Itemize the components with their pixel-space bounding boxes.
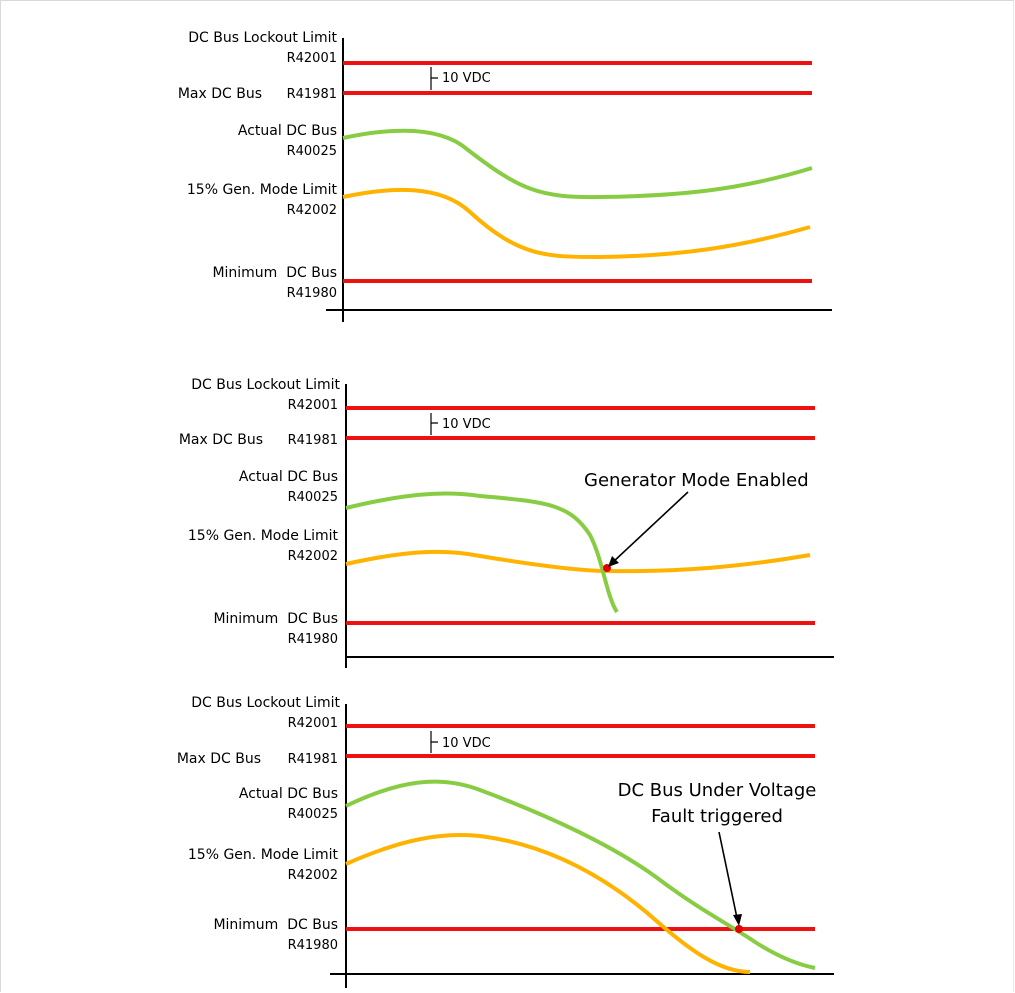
max-bus-label: Max DC Bus: [177, 751, 261, 767]
min-bus-register: R41980: [288, 938, 338, 953]
lockout-label: DC Bus Lockout Limit: [188, 30, 337, 46]
gen-mode-limit-curve: [345, 833, 751, 974]
actual-label: Actual DC Bus: [238, 123, 337, 139]
gap-bracket: [430, 67, 438, 90]
generator-mode-annotation: Generator Mode Enabled: [584, 470, 809, 491]
gen-limit-label: 15% Gen. Mode Limit: [187, 182, 338, 198]
panel-normal-operation: 10 VDC DC Bus Lockout Limit R42001 Max D…: [178, 30, 832, 322]
max-bus-register: R41981: [288, 433, 338, 448]
gap-bracket: [430, 413, 438, 435]
lockout-label: DC Bus Lockout Limit: [191, 377, 340, 393]
gen-limit-register: R42002: [288, 868, 338, 883]
panel-under-voltage-fault: 10 VDC DC Bus Under Voltage Fault trigge…: [177, 695, 834, 988]
lockout-register: R42001: [287, 51, 337, 66]
max-bus-register: R41981: [288, 752, 338, 767]
actual-register: R40025: [288, 490, 338, 505]
gap-bracket: [430, 731, 438, 753]
panel-generator-mode: 10 VDC Generator Mode Enabled DC Bus Loc…: [179, 377, 834, 668]
actual-dc-bus-curve: [342, 128, 813, 200]
gen-mode-limit-curve: [345, 549, 811, 574]
gen-limit-register: R42002: [287, 203, 337, 218]
arrow-head: [733, 914, 742, 926]
max-bus-register: R41981: [287, 87, 337, 102]
actual-dc-bus-curve: [345, 779, 816, 970]
actual-label: Actual DC Bus: [239, 469, 338, 485]
fault-trigger-point: [735, 925, 743, 933]
actual-register: R40025: [288, 807, 338, 822]
min-bus-register: R41980: [287, 286, 337, 301]
actual-dc-bus-curve: [345, 491, 619, 614]
gen-limit-label: 15% Gen. Mode Limit: [188, 847, 339, 863]
gen-mode-limit-curve: [342, 187, 811, 260]
gen-limit-register: R42002: [288, 549, 338, 564]
min-bus-label: Minimum DC Bus: [212, 265, 337, 281]
arrow-head: [608, 556, 619, 567]
fault-annotation-line-1: DC Bus Under Voltage: [618, 780, 817, 801]
max-bus-label: Max DC Bus: [178, 86, 262, 102]
gap-label: 10 VDC: [442, 417, 491, 432]
gap-label: 10 VDC: [442, 736, 491, 751]
actual-register: R40025: [287, 144, 337, 159]
annotation-arrow: [611, 491, 689, 564]
min-bus-register: R41980: [288, 632, 338, 647]
actual-label: Actual DC Bus: [239, 786, 338, 802]
annotation-arrow: [718, 831, 738, 919]
gen-limit-label: 15% Gen. Mode Limit: [188, 528, 339, 544]
fault-annotation-line-2: Fault triggered: [651, 806, 783, 827]
gap-label: 10 VDC: [442, 71, 491, 86]
min-bus-label: Minimum DC Bus: [213, 917, 338, 933]
min-bus-label: Minimum DC Bus: [213, 611, 338, 627]
lockout-register: R42001: [288, 398, 338, 413]
lockout-register: R42001: [288, 716, 338, 731]
lockout-label: DC Bus Lockout Limit: [191, 695, 340, 711]
max-bus-label: Max DC Bus: [179, 432, 263, 448]
